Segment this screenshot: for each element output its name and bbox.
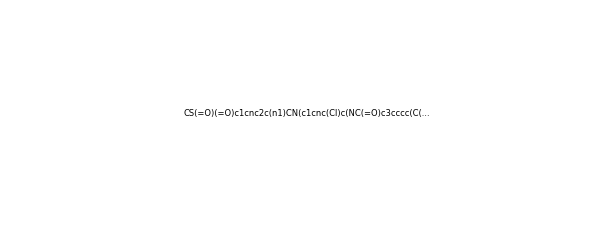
Text: CS(=O)(=O)c1cnc2c(n1)CN(c1cnc(Cl)c(NC(=O)c3cccc(C(...: CS(=O)(=O)c1cnc2c(n1)CN(c1cnc(Cl)c(NC(=O… — [183, 109, 430, 118]
